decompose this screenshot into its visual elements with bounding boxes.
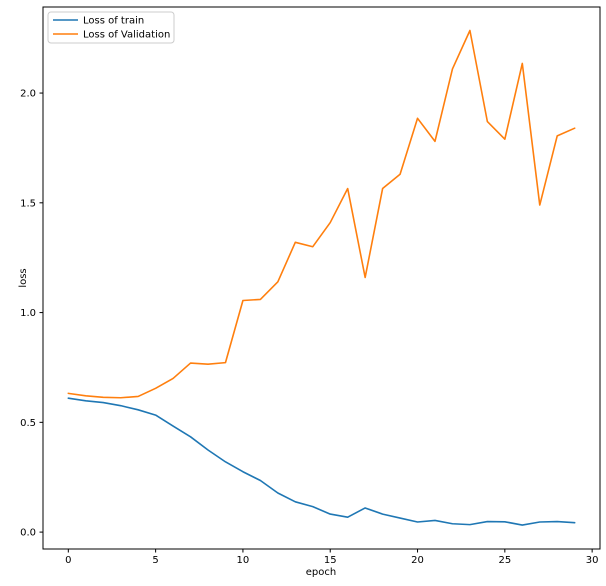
x-axis-label: epoch <box>306 567 336 578</box>
x-tick-label: 5 <box>152 555 158 566</box>
legend-box <box>47 11 175 44</box>
legend-label-train: Loss of train <box>83 16 144 27</box>
y-tick-label: 1.5 <box>20 198 36 209</box>
y-tick-label: 2.0 <box>20 89 36 100</box>
series-lines <box>67 29 576 526</box>
x-tick-label: 15 <box>324 555 337 566</box>
axes-spines <box>42 6 601 550</box>
plot-area <box>43 7 600 549</box>
series-line-train <box>67 397 576 526</box>
legend: Loss of train Loss of Validation <box>47 11 175 44</box>
legend-label-validation: Loss of Validation <box>83 30 170 41</box>
x-tick-label: 30 <box>586 555 599 566</box>
y-axis-label: loss <box>18 268 29 287</box>
y-tick-label: 0.0 <box>20 528 36 539</box>
x-tick-label: 25 <box>498 555 511 566</box>
y-tick-label: 0.5 <box>20 418 36 429</box>
y-tick-label: 1.0 <box>20 308 36 319</box>
series-line-validation <box>67 29 576 399</box>
axis-ticks: 0 5 10 15 20 25 30 0.0 0.5 1.0 1.5 2.0 <box>20 89 598 566</box>
x-tick-label: 0 <box>65 555 71 566</box>
x-tick-label: 10 <box>237 555 250 566</box>
x-tick-label: 20 <box>411 555 424 566</box>
